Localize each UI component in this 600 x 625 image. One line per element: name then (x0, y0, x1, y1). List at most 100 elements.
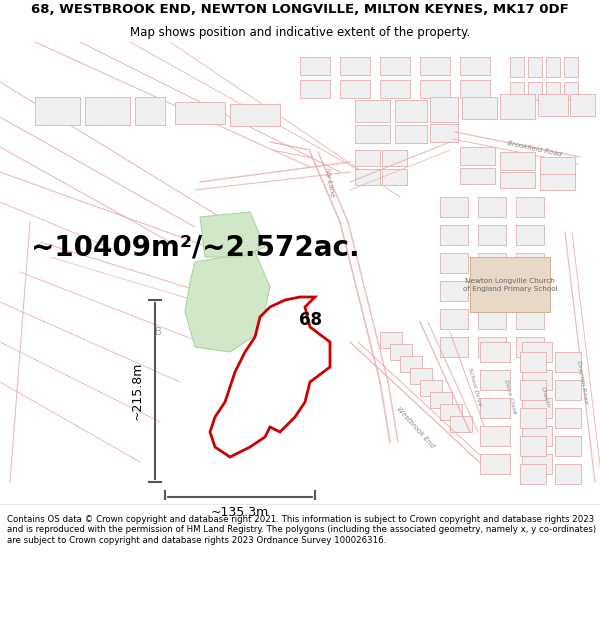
Bar (382, 169, 407, 185)
Text: School Drive: School Drive (467, 367, 482, 407)
Bar (440, 253, 468, 273)
Bar (460, 168, 495, 184)
Bar (528, 82, 542, 100)
Bar (440, 197, 468, 217)
Bar (460, 57, 490, 75)
Bar (380, 80, 410, 98)
Polygon shape (200, 212, 265, 257)
Bar (500, 152, 535, 170)
Bar (522, 426, 552, 446)
Bar (546, 57, 560, 77)
Bar (528, 57, 542, 77)
Bar (478, 281, 506, 301)
Text: Brookfield Road: Brookfield Road (507, 140, 563, 158)
Bar (516, 337, 544, 357)
Text: ~215.8m: ~215.8m (131, 362, 143, 420)
Bar (564, 82, 578, 100)
Bar (478, 309, 506, 329)
Bar (522, 370, 552, 390)
Bar (522, 398, 552, 418)
Bar (480, 398, 510, 418)
Bar (478, 197, 506, 217)
Bar (380, 332, 402, 348)
Bar (355, 125, 390, 143)
Bar (500, 172, 535, 188)
Bar (522, 342, 552, 362)
Bar (382, 150, 407, 166)
Bar (500, 94, 535, 119)
Bar (478, 253, 506, 273)
Bar (516, 253, 544, 273)
Bar (420, 380, 442, 396)
Bar (510, 82, 524, 100)
Bar (450, 416, 472, 432)
Bar (478, 225, 506, 245)
Bar (380, 57, 410, 75)
Text: Ivy Lane: Ivy Lane (325, 167, 335, 197)
Bar (555, 464, 581, 484)
Bar (35, 97, 80, 125)
Bar (340, 57, 370, 75)
Bar (538, 94, 568, 116)
Text: Newton Longville Church
of England Primary School: Newton Longville Church of England Prima… (463, 279, 557, 291)
Bar (462, 97, 497, 119)
Text: Contains OS data © Crown copyright and database right 2021. This information is : Contains OS data © Crown copyright and d… (7, 515, 596, 545)
Bar (135, 97, 165, 125)
Text: 68, WESTBROOK END, NEWTON LONGVILLE, MILTON KEYNES, MK17 0DF: 68, WESTBROOK END, NEWTON LONGVILLE, MIL… (31, 2, 569, 16)
Bar (340, 80, 370, 98)
Text: ~135.3m: ~135.3m (211, 506, 269, 519)
Bar (564, 57, 578, 77)
Bar (516, 197, 544, 217)
Bar (555, 408, 581, 428)
Bar (520, 436, 546, 456)
Bar (522, 454, 552, 474)
Bar (430, 124, 458, 142)
Bar (520, 464, 546, 484)
Bar (300, 80, 330, 98)
Text: ~10409m²/~2.572ac.: ~10409m²/~2.572ac. (31, 233, 359, 261)
Text: B: B (155, 327, 161, 337)
Bar (555, 380, 581, 400)
Bar (478, 337, 506, 357)
Bar (555, 436, 581, 456)
Bar (520, 408, 546, 428)
Bar (460, 80, 490, 98)
Bar (440, 337, 468, 357)
Bar (300, 57, 330, 75)
Bar (230, 104, 280, 126)
Polygon shape (185, 252, 270, 352)
Bar (420, 57, 450, 75)
Text: Drayton Road: Drayton Road (576, 360, 588, 404)
Bar (520, 380, 546, 400)
Bar (395, 100, 427, 122)
Bar (440, 281, 468, 301)
Bar (430, 392, 452, 408)
Bar (355, 100, 390, 122)
Bar (480, 342, 510, 362)
Text: Map shows position and indicative extent of the property.: Map shows position and indicative extent… (130, 26, 470, 39)
Bar (420, 80, 450, 98)
Bar (395, 125, 427, 143)
Bar (400, 356, 422, 372)
Bar (480, 370, 510, 390)
Bar (546, 82, 560, 100)
Bar (516, 309, 544, 329)
Bar (516, 225, 544, 245)
Bar (440, 404, 462, 420)
Bar (85, 97, 130, 125)
Bar (410, 368, 432, 384)
Bar (520, 352, 546, 372)
Text: Dove Close: Dove Close (503, 379, 517, 415)
Text: 68: 68 (299, 311, 322, 329)
Bar (540, 157, 575, 175)
Bar (390, 344, 412, 360)
Text: Westbrook End: Westbrook End (395, 405, 435, 449)
Bar (480, 426, 510, 446)
Bar (430, 97, 458, 122)
Bar (355, 150, 380, 166)
Bar (555, 352, 581, 372)
Bar (355, 169, 380, 185)
Bar (460, 147, 495, 165)
Text: Chestn: Chestn (540, 386, 550, 408)
Bar (570, 94, 595, 116)
